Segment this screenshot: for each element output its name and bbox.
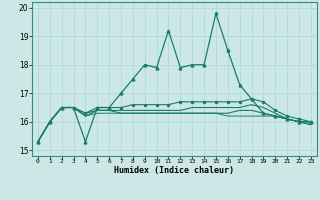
X-axis label: Humidex (Indice chaleur): Humidex (Indice chaleur) [115, 166, 234, 175]
